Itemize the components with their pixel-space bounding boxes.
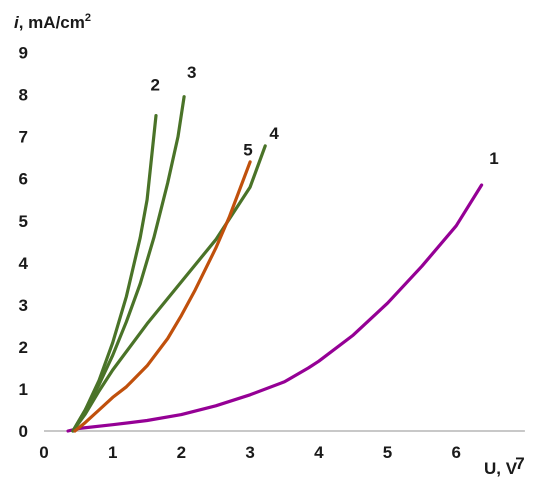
x-axis-title: U, V xyxy=(484,459,518,478)
curve-label-5: 5 xyxy=(243,141,252,160)
curve-label-2: 2 xyxy=(151,75,160,94)
y-axis-title: i, mA/cm2 xyxy=(14,12,91,32)
y-tick-label: 8 xyxy=(19,86,28,105)
x-tick-label: 0 xyxy=(39,443,48,462)
curve-label-3: 3 xyxy=(187,63,196,82)
x-tick-label: 3 xyxy=(245,443,254,462)
x-tick-label: 5 xyxy=(383,443,392,462)
y-tick-label: 6 xyxy=(19,170,28,189)
y-tick-label: 2 xyxy=(19,338,28,357)
series-line-3 xyxy=(71,95,186,433)
y-tick-label: 7 xyxy=(19,128,28,147)
curve-label-1: 1 xyxy=(489,149,498,168)
x-tick-label: 1 xyxy=(108,443,117,462)
x-tick-label: 4 xyxy=(314,443,324,462)
y-axis-tick-labels: 0 1 2 3 4 5 6 7 8 9 xyxy=(19,44,29,441)
x-axis-tick-labels: 0 1 2 3 4 5 6 xyxy=(39,443,461,462)
curve-label-4: 4 xyxy=(269,124,279,143)
y-tick-label: 4 xyxy=(19,254,29,273)
y-axis-title-unit: , mA/cm xyxy=(19,13,85,32)
curve-labels: 1 2 3 45 xyxy=(151,63,499,168)
series-line-4 xyxy=(71,144,267,433)
y-axis-title-superscript: 2 xyxy=(85,12,91,24)
y-tick-label: 9 xyxy=(19,44,28,63)
series-line-5 xyxy=(73,160,252,433)
y-tick-label: 0 xyxy=(19,422,28,441)
x-tick-label: 7 xyxy=(515,454,524,473)
y-tick-label: 3 xyxy=(19,296,28,315)
x-tick-label: 6 xyxy=(451,443,460,462)
y-tick-label: 1 xyxy=(19,380,28,399)
plot-series xyxy=(66,95,484,433)
y-tick-label: 5 xyxy=(19,212,28,231)
series-line-1 xyxy=(66,183,484,433)
y-axis-title-italic: i xyxy=(14,13,20,32)
x-tick-label: 2 xyxy=(177,443,186,462)
